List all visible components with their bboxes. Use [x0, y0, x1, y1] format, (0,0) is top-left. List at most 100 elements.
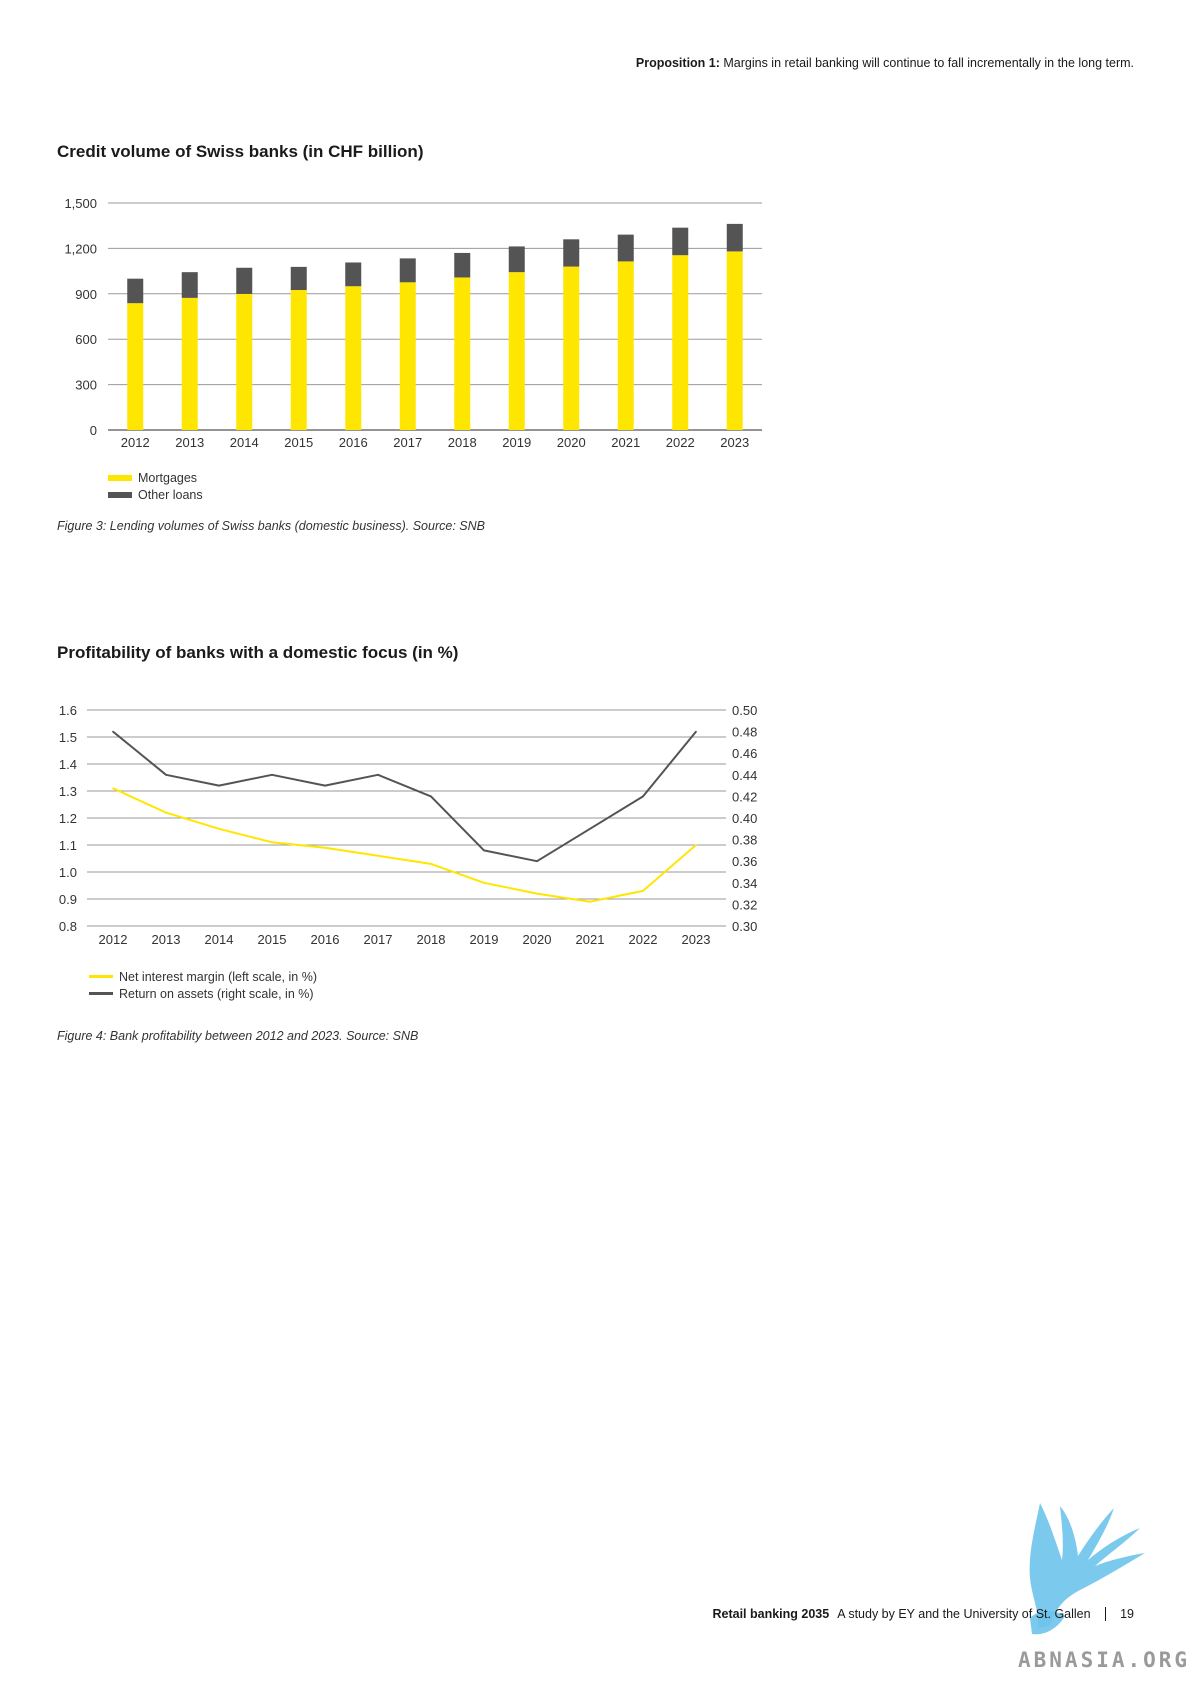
point-net-interest-margin	[695, 844, 697, 846]
legend-item-return-on-assets: Return on assets (right scale, in %)	[89, 985, 317, 1002]
x-tick-label: 2015	[284, 435, 313, 450]
right-y-tick-label: 0.34	[732, 876, 757, 891]
legend-item-net-interest-margin: Net interest margin (left scale, in %)	[89, 968, 317, 985]
line-net-interest-margin	[112, 787, 697, 903]
point-net-interest-margin	[483, 882, 485, 884]
x-tick-label: 2012	[99, 932, 128, 947]
x-tick-label: 2022	[666, 435, 695, 450]
y-tick-label: 600	[75, 332, 97, 347]
bar-mortgages	[181, 297, 198, 430]
point-net-interest-margin	[536, 892, 538, 895]
point-return-on-assets	[536, 860, 538, 862]
left-y-tick-label: 0.8	[59, 919, 77, 934]
right-y-tick-label: 0.48	[732, 725, 757, 740]
legend-label-return-on-assets: Return on assets (right scale, in %)	[119, 986, 314, 1001]
bar-other-loans	[290, 266, 307, 291]
point-return-on-assets	[642, 795, 644, 798]
legend-item-mortgages: Mortgages	[108, 469, 203, 486]
left-y-tick-label: 1.1	[59, 838, 77, 853]
right-y-tick-label: 0.46	[732, 746, 757, 761]
x-tick-label: 2021	[576, 932, 605, 947]
point-return-on-assets	[218, 784, 220, 787]
header-bold-label: Proposition 1:	[635, 56, 720, 70]
y-tick-label: 900	[75, 287, 97, 302]
x-tick-label: 2018	[448, 435, 477, 450]
y-tick-label: 0	[90, 423, 97, 438]
legend-swatch-return-on-assets	[89, 992, 113, 995]
bar-other-loans	[726, 223, 743, 252]
bar-mortgages	[508, 272, 525, 430]
figure4-caption: Figure 4: Bank profitability between 201…	[57, 1029, 419, 1043]
x-tick-label: 2012	[121, 435, 150, 450]
point-net-interest-margin	[112, 787, 114, 790]
point-net-interest-margin	[271, 841, 273, 844]
bar-other-loans	[617, 234, 634, 262]
legend-swatch-mortgages	[108, 474, 132, 481]
right-y-tick-label: 0.38	[732, 833, 757, 848]
page-footer: Retail banking 2035 A study by EY and th…	[712, 1607, 1134, 1621]
bar-mortgages	[399, 282, 416, 430]
left-y-tick-label: 1.2	[59, 811, 77, 826]
right-y-tick-label: 0.36	[732, 854, 757, 869]
bar-other-loans	[399, 258, 416, 283]
bird-logo-icon	[1029, 1503, 1145, 1635]
left-y-tick-label: 1.3	[59, 784, 77, 799]
right-y-tick-label: 0.32	[732, 897, 757, 912]
point-return-on-assets	[271, 774, 273, 776]
left-y-tick-label: 1.4	[59, 757, 77, 772]
point-return-on-assets	[377, 774, 379, 776]
figure3-title: Credit volume of Swiss banks (in CHF bil…	[57, 142, 424, 161]
figure4-legend: Net interest margin (left scale, in %) R…	[89, 968, 317, 1002]
bar-other-loans	[563, 239, 580, 267]
x-tick-label: 2018	[417, 932, 446, 947]
credit-volume-chart: 0 300 600 900 1,200 1,500 2012 2013 2014 2015 2016…	[64, 196, 762, 450]
point-return-on-assets	[165, 774, 167, 776]
figure3-legend: Mortgages Other loans	[108, 469, 203, 503]
x-tick-label: 2019	[502, 435, 531, 450]
x-tick-label: 2023	[720, 435, 749, 450]
x-tick-label: 2020	[557, 435, 586, 450]
point-net-interest-margin	[430, 863, 432, 865]
right-y-tick-label: 0.42	[732, 789, 757, 804]
point-return-on-assets	[112, 730, 114, 733]
right-y-tick-label: 0.40	[732, 811, 757, 826]
legend-item-other-loans: Other loans	[108, 486, 203, 503]
left-y-tick-label: 1.5	[59, 730, 77, 745]
figure3-caption: Figure 3: Lending volumes of Swiss banks…	[57, 519, 485, 533]
point-net-interest-margin	[165, 811, 167, 814]
bar-mortgages	[726, 251, 743, 430]
footer-separator	[1104, 1607, 1107, 1621]
bar-other-loans	[236, 267, 253, 294]
point-net-interest-margin	[589, 900, 591, 903]
footer-title: Retail banking 2035	[712, 1607, 830, 1621]
point-return-on-assets	[324, 784, 326, 787]
x-tick-label: 2017	[364, 932, 393, 947]
legend-label-net-interest-margin: Net interest margin (left scale, in %)	[119, 969, 317, 984]
bar-mortgages	[127, 303, 144, 430]
right-y-tick-label: 0.30	[732, 919, 757, 934]
line-return-on-assets	[112, 730, 697, 863]
bar-mortgages	[345, 286, 362, 430]
header-text: Margins in retail banking will continue …	[719, 56, 1134, 70]
bar-other-loans	[345, 262, 362, 287]
right-y-tick-label: 0.44	[732, 768, 757, 783]
bar-mortgages	[563, 266, 580, 430]
profitability-chart: 1.6 1.5 1.4 1.3 1.2 1.1 1.0 0.9 0.8 0.50 0.48 0.46 0…	[59, 703, 757, 947]
point-net-interest-margin	[377, 855, 379, 857]
x-tick-label: 2017	[393, 435, 422, 450]
x-tick-label: 2014	[205, 932, 234, 947]
point-return-on-assets	[430, 795, 432, 798]
bar-mortgages	[290, 290, 307, 430]
legend-swatch-other-loans	[108, 491, 132, 498]
bar-mortgages	[672, 255, 689, 430]
figure4-title: Profitability of banks with a domestic f…	[57, 643, 459, 662]
x-tick-label: 2016	[311, 932, 340, 947]
x-tick-label: 2019	[470, 932, 499, 947]
left-y-tick-label: 1.6	[59, 703, 77, 718]
point-return-on-assets	[483, 849, 485, 852]
x-tick-label: 2020	[523, 932, 552, 947]
legend-label-other-loans: Other loans	[138, 487, 203, 502]
point-return-on-assets	[589, 828, 591, 830]
x-tick-label: 2013	[152, 932, 181, 947]
x-tick-label: 2015	[258, 932, 287, 947]
